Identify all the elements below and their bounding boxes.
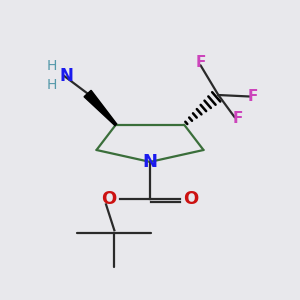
Text: O: O: [101, 190, 117, 208]
Text: H: H: [46, 78, 56, 92]
Text: H: H: [46, 59, 56, 73]
Text: F: F: [248, 89, 258, 104]
Text: F: F: [195, 55, 206, 70]
Text: N: N: [142, 153, 158, 171]
Text: F: F: [232, 111, 243, 126]
Text: N: N: [60, 67, 74, 85]
Text: O: O: [183, 190, 199, 208]
Polygon shape: [84, 90, 117, 125]
